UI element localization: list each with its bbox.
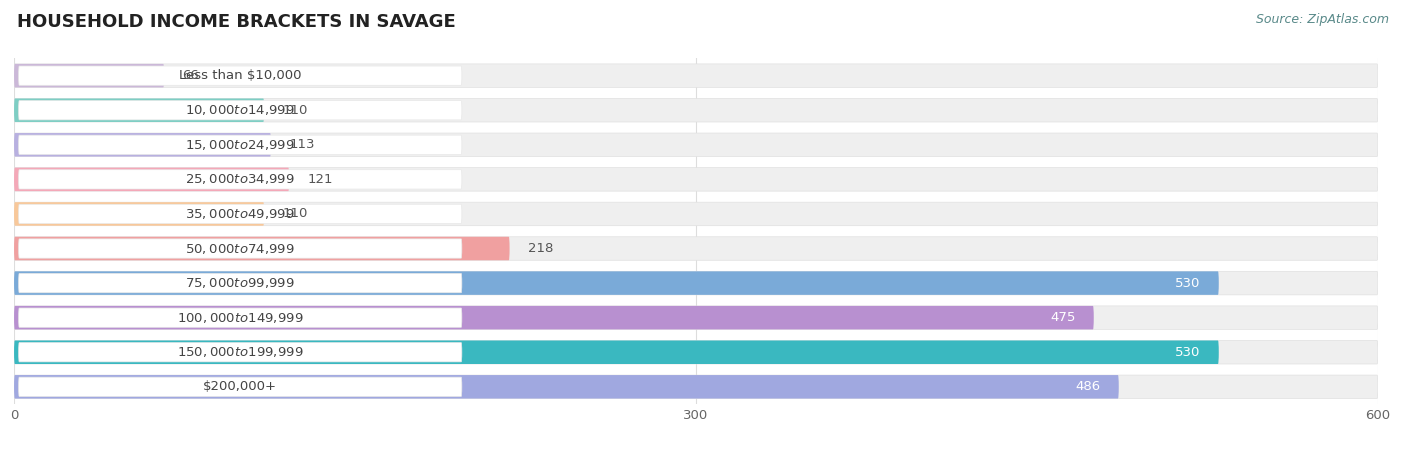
FancyBboxPatch shape: [14, 98, 264, 122]
FancyBboxPatch shape: [18, 101, 461, 120]
Text: 530: 530: [1175, 277, 1201, 290]
Text: 121: 121: [308, 173, 333, 186]
Text: 486: 486: [1076, 380, 1101, 393]
Text: $15,000 to $24,999: $15,000 to $24,999: [186, 138, 295, 152]
FancyBboxPatch shape: [18, 66, 461, 85]
FancyBboxPatch shape: [14, 167, 1378, 191]
FancyBboxPatch shape: [18, 204, 461, 224]
Text: 113: 113: [290, 138, 315, 151]
FancyBboxPatch shape: [18, 377, 461, 396]
FancyBboxPatch shape: [14, 202, 1378, 226]
Text: $75,000 to $99,999: $75,000 to $99,999: [186, 276, 295, 290]
FancyBboxPatch shape: [14, 237, 1378, 260]
FancyBboxPatch shape: [14, 306, 1378, 330]
Text: 66: 66: [183, 69, 200, 82]
Text: $200,000+: $200,000+: [204, 380, 277, 393]
FancyBboxPatch shape: [14, 237, 509, 260]
FancyBboxPatch shape: [18, 343, 461, 362]
FancyBboxPatch shape: [18, 273, 461, 293]
FancyBboxPatch shape: [14, 306, 1094, 330]
Text: HOUSEHOLD INCOME BRACKETS IN SAVAGE: HOUSEHOLD INCOME BRACKETS IN SAVAGE: [17, 13, 456, 31]
FancyBboxPatch shape: [14, 340, 1219, 364]
Text: 110: 110: [283, 207, 308, 220]
Text: 110: 110: [283, 104, 308, 117]
Text: $100,000 to $149,999: $100,000 to $149,999: [177, 311, 304, 325]
Text: $50,000 to $74,999: $50,000 to $74,999: [186, 242, 295, 255]
Text: Less than $10,000: Less than $10,000: [179, 69, 301, 82]
Text: $35,000 to $49,999: $35,000 to $49,999: [186, 207, 295, 221]
Text: $10,000 to $14,999: $10,000 to $14,999: [186, 103, 295, 117]
Text: $25,000 to $34,999: $25,000 to $34,999: [186, 172, 295, 186]
FancyBboxPatch shape: [14, 375, 1119, 399]
FancyBboxPatch shape: [18, 170, 461, 189]
FancyBboxPatch shape: [18, 308, 461, 327]
FancyBboxPatch shape: [18, 239, 461, 258]
FancyBboxPatch shape: [14, 271, 1219, 295]
FancyBboxPatch shape: [14, 133, 271, 157]
Text: 218: 218: [527, 242, 553, 255]
FancyBboxPatch shape: [14, 167, 290, 191]
Text: Source: ZipAtlas.com: Source: ZipAtlas.com: [1256, 13, 1389, 26]
FancyBboxPatch shape: [14, 202, 264, 226]
FancyBboxPatch shape: [18, 135, 461, 154]
Text: 530: 530: [1175, 346, 1201, 359]
FancyBboxPatch shape: [14, 375, 1378, 399]
Text: $150,000 to $199,999: $150,000 to $199,999: [177, 345, 304, 359]
FancyBboxPatch shape: [14, 64, 1378, 88]
FancyBboxPatch shape: [14, 98, 1378, 122]
Text: 475: 475: [1050, 311, 1076, 324]
FancyBboxPatch shape: [14, 133, 1378, 157]
FancyBboxPatch shape: [14, 271, 1378, 295]
FancyBboxPatch shape: [14, 64, 165, 88]
FancyBboxPatch shape: [14, 340, 1378, 364]
